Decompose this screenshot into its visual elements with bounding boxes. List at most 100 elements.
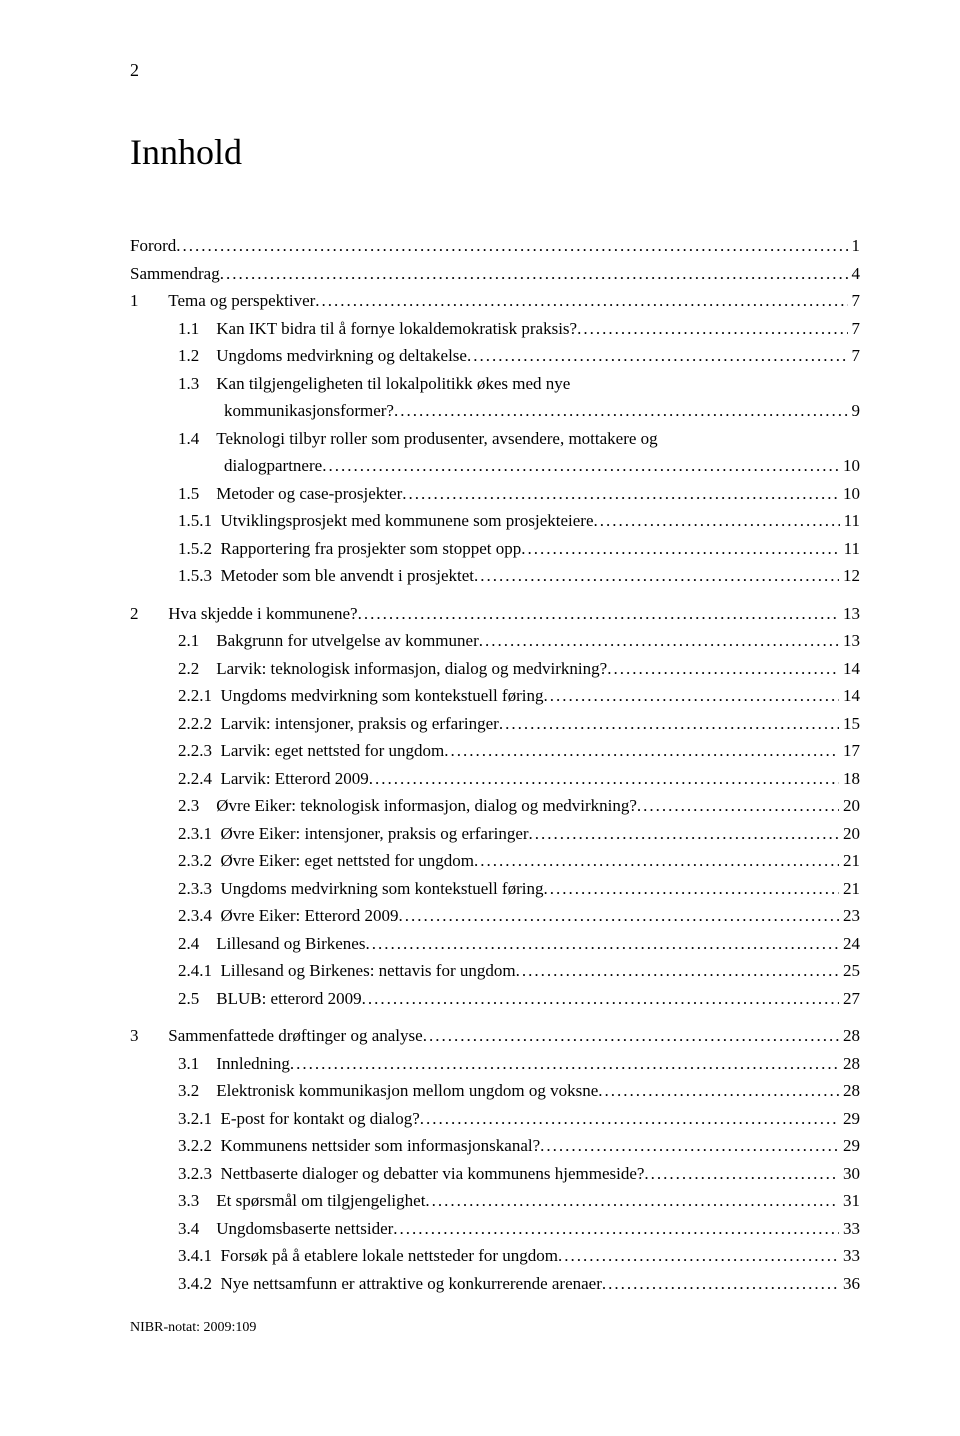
toc-entry-page: 28 [839,1051,860,1077]
toc-entry-label: Lillesand og Birkenes: nettavis for ungd… [221,958,516,984]
toc-leader-dots: ........................................… [315,288,847,314]
toc-leader-dots: ........................................… [423,1023,839,1049]
toc-entry-page: 13 [839,628,860,654]
toc-entry-page: 27 [839,986,860,1012]
toc-entry-number: 2.3.1 [178,821,221,847]
toc-entry-label: Larvik: Etterord 2009 [221,766,369,792]
toc-leader-dots: ........................................… [598,1078,839,1104]
toc-entry-label: Hva skjedde i kommunene? [168,601,357,627]
toc-entry-label: dialogpartnere [224,453,322,479]
toc-entry-page: 10 [839,481,860,507]
toc-entry: 3.3 Et spørsmål om tilgjengelighet......… [130,1188,860,1214]
toc-leader-dots: ........................................… [290,1051,839,1077]
toc-leader-dots: ........................................… [176,233,847,259]
toc-leader-dots: ........................................… [644,1161,839,1187]
toc-entry: 2.3.2 Øvre Eiker: eget nettsted for ungd… [130,848,860,874]
toc-entry-number: 1.4 [178,426,216,452]
toc-entry-number: 1.3 [178,371,216,397]
toc-entry-number: 2.2.2 [178,711,221,737]
toc-entry-page: 11 [840,536,860,562]
toc-entry-label: Larvik: teknologisk informasjon, dialog … [216,656,607,682]
toc-entry-number: 1 [130,288,168,314]
toc-entry-page: 7 [848,316,861,342]
toc-leader-dots: ........................................… [358,601,839,627]
toc-entry-page: 20 [839,821,860,847]
toc-entry: 1.5.3 Metoder som ble anvendt i prosjekt… [130,563,860,589]
toc-entry-number: 3.3 [178,1188,216,1214]
toc-entry-number: 2.2.1 [178,683,221,709]
toc-entry-number: 2.2.4 [178,766,221,792]
toc-leader-dots: ........................................… [499,711,839,737]
toc-entry-label: Metoder og case-prosjekter [216,481,402,507]
toc-entry-number: 3.2 [178,1078,216,1104]
table-of-contents: Forord..................................… [130,233,860,1296]
toc-entry-number: 2.3.2 [178,848,221,874]
toc-leader-dots: ........................................… [474,563,839,589]
toc-entry-label: Tema og perspektiver [168,288,315,314]
toc-entry-page: 12 [839,563,860,589]
toc-entry-label: Sammenfattede drøftinger og analyse [168,1023,422,1049]
toc-entry-label: Ungdoms medvirkning og deltakelse [216,343,467,369]
toc-entry-page: 7 [848,288,861,314]
toc-leader-dots: ........................................… [362,986,839,1012]
toc-leader-dots: ........................................… [365,931,839,957]
toc-entry-label: Innledning [216,1051,290,1077]
toc-entry: 2.2 Larvik: teknologisk informasjon, dia… [130,656,860,682]
toc-entry: 2.2.2 Larvik: intensjoner, praksis og er… [130,711,860,737]
toc-entry-page: 33 [839,1243,860,1269]
toc-leader-dots: ........................................… [369,766,839,792]
toc-entry-label: Ungdoms medvirkning som kontekstuell før… [221,683,544,709]
toc-entry-label: Metoder som ble anvendt i prosjektet [221,563,475,589]
toc-leader-dots: ........................................… [467,343,848,369]
toc-entry-label: Forord [130,233,176,259]
toc-leader-dots: ........................................… [521,536,839,562]
toc-entry-label: Kommunens nettsider som informasjonskana… [221,1133,541,1159]
toc-entry: 2.2.3 Larvik: eget nettsted for ungdom..… [130,738,860,764]
toc-entry-number: 2.1 [178,628,216,654]
toc-leader-dots: ........................................… [444,738,839,764]
toc-entry-continuation: dialogpartnere..........................… [130,453,860,479]
toc-entry-page: 7 [848,343,861,369]
toc-entry-number: 3.4 [178,1216,216,1242]
toc-leader-dots: ........................................… [220,261,848,287]
toc-entry-label: Larvik: intensjoner, praksis og erfaring… [221,711,499,737]
toc-leader-dots: ........................................… [479,628,839,654]
toc-entry: 3.4.1 Forsøk på å etablere lokale nettst… [130,1243,860,1269]
toc-entry-label: Rapportering fra prosjekter som stoppet … [221,536,522,562]
toc-entry-number: 2.3 [178,793,216,819]
toc-entry: 1.5 Metoder og case-prosjekter..........… [130,481,860,507]
toc-leader-dots: ........................................… [516,958,839,984]
toc-entry-page: 29 [839,1106,860,1132]
toc-entry: 1.4 Teknologi tilbyr roller som produsen… [130,426,860,452]
toc-leader-dots: ........................................… [607,656,839,682]
toc-entry: 3.4 Ungdomsbaserte nettsider............… [130,1216,860,1242]
toc-entry-page: 10 [839,453,860,479]
toc-entry-page: 21 [839,876,860,902]
toc-entry: 2.4 Lillesand og Birkenes...............… [130,931,860,957]
toc-entry-page: 4 [848,261,861,287]
toc-leader-dots: ........................................… [543,683,839,709]
toc-entry-page: 25 [839,958,860,984]
toc-entry-page: 17 [839,738,860,764]
toc-entry: 2.5 BLUB: etterord 2009.................… [130,986,860,1012]
toc-entry-page: 1 [848,233,861,259]
toc-entry-page: 33 [839,1216,860,1242]
toc-entry-label: BLUB: etterord 2009 [216,986,361,1012]
toc-leader-dots: ........................................… [540,1133,839,1159]
toc-entry-label: Forsøk på å etablere lokale nettsteder f… [221,1243,559,1269]
toc-entry: Sammendrag..............................… [130,261,860,287]
toc-entry: 1 Tema og perspektiver..................… [130,288,860,314]
toc-entry-page: 24 [839,931,860,957]
toc-entry: 1.5.1 Utviklingsprosjekt med kommunene s… [130,508,860,534]
toc-entry-number: 2.4 [178,931,216,957]
toc-entry-number: 1.5.2 [178,536,221,562]
toc-entry-number: 2.3.4 [178,903,221,929]
toc-entry-label: Øvre Eiker: Etterord 2009 [221,903,399,929]
toc-entry-number: 2.5 [178,986,216,1012]
toc-entry-page: 20 [839,793,860,819]
toc-entry-label: Øvre Eiker: teknologisk informasjon, dia… [216,793,637,819]
toc-entry-page: 28 [839,1078,860,1104]
toc-entry-label: Ungdoms medvirkning som kontekstuell før… [221,876,544,902]
toc-entry-label: Øvre Eiker: intensjoner, praksis og erfa… [221,821,529,847]
toc-entry: 2.3.1 Øvre Eiker: intensjoner, praksis o… [130,821,860,847]
